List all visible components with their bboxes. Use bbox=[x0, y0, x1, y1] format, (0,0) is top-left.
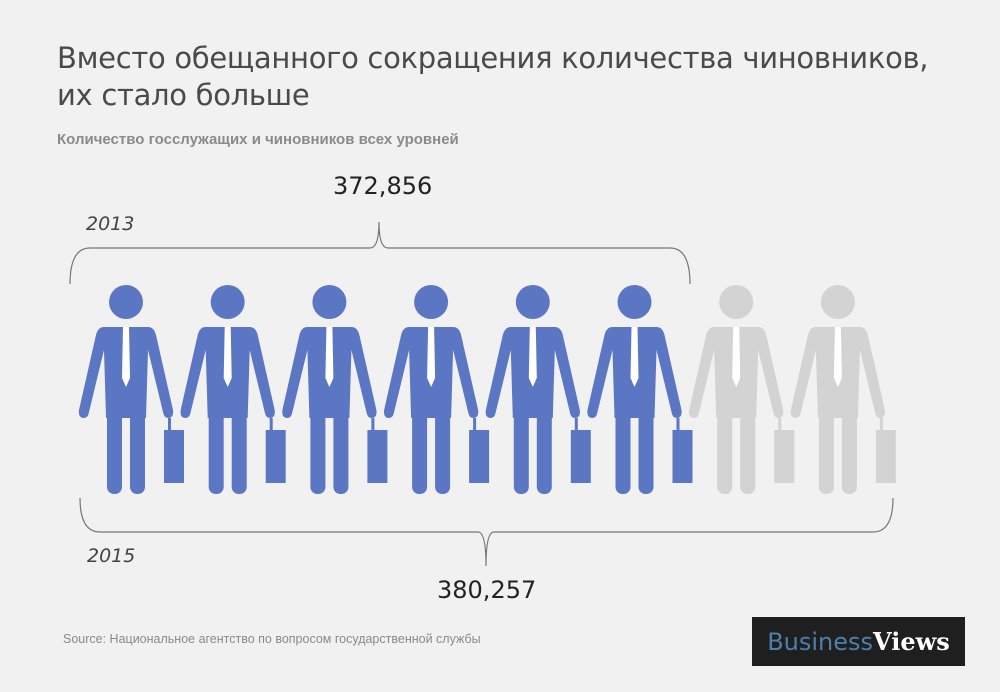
businessman-icon bbox=[689, 285, 795, 494]
businessviews-logo: Business Views bbox=[752, 617, 965, 666]
businessman-icon bbox=[78, 285, 184, 494]
year-label-2015: 2015 bbox=[87, 545, 136, 567]
title-line: Вместо обещанного сокращения количества … bbox=[57, 41, 929, 75]
chart-title: Вместо обещанного сокращения количества … bbox=[57, 40, 929, 114]
logo-part2: Views bbox=[873, 627, 950, 656]
businessman-icon bbox=[790, 285, 896, 494]
value-label-2013: 372,856 bbox=[333, 172, 433, 200]
value-label-2015: 380,257 bbox=[437, 576, 537, 604]
bracket-2013 bbox=[69, 221, 691, 285]
logo-part1: Business bbox=[767, 627, 874, 656]
source-note: Source: Национальное агентство по вопрос… bbox=[63, 632, 481, 646]
businessman-icon bbox=[485, 285, 591, 494]
businessman-icon bbox=[282, 285, 388, 494]
chart-subtitle: Количество госслужащих и чиновников всех… bbox=[57, 131, 459, 148]
year-label-2013: 2013 bbox=[86, 213, 135, 235]
businessman-icon bbox=[383, 285, 490, 494]
businessman-icon bbox=[587, 285, 693, 494]
title-line: их стало больше bbox=[57, 78, 310, 112]
bracket-2015 bbox=[79, 497, 894, 567]
businessman-icon bbox=[180, 285, 286, 494]
